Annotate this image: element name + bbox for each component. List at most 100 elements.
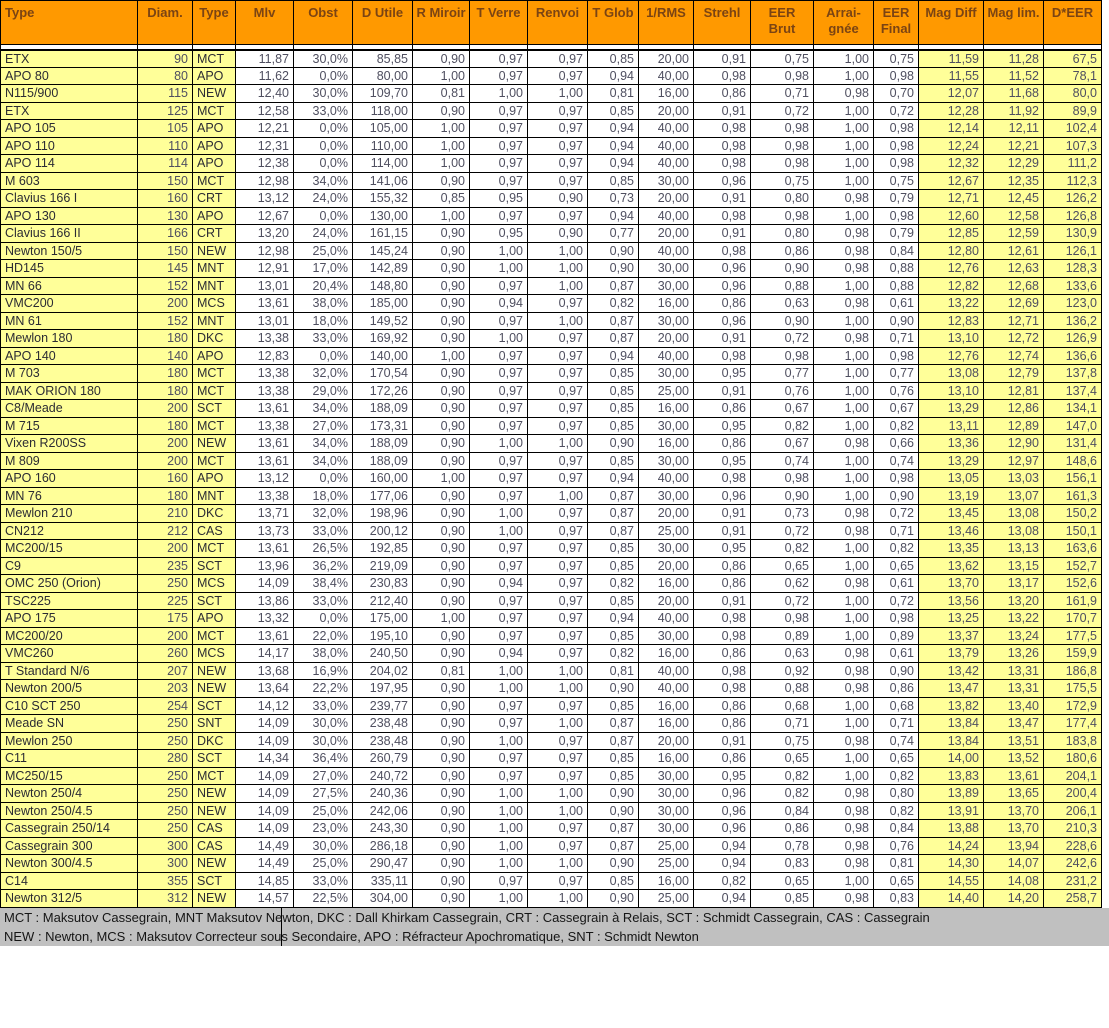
cell-type-code[interactable]: APO xyxy=(192,154,236,173)
cell-rms[interactable]: 25,00 xyxy=(638,381,694,400)
cell-type-code[interactable]: APO xyxy=(192,469,236,488)
cell-eer-final[interactable]: 0,82 xyxy=(873,539,919,558)
cell-eer-final[interactable]: 0,72 xyxy=(873,504,919,523)
cell-d-eer[interactable]: 152,7 xyxy=(1043,556,1102,575)
cell-strehl[interactable]: 0,86 xyxy=(693,556,751,575)
cell-mag-lim[interactable]: 12,97 xyxy=(983,451,1044,470)
cell-type-code[interactable]: NEW xyxy=(192,434,236,453)
cell-renvoi[interactable]: 0,97 xyxy=(527,591,588,610)
cell-t-verre[interactable]: 0,97 xyxy=(469,714,528,733)
cell-type-code[interactable]: NEW xyxy=(192,889,236,908)
cell-t-verre[interactable]: 1,00 xyxy=(469,521,528,540)
cell-type-name[interactable]: MC250/15 xyxy=(0,766,138,785)
cell-renvoi[interactable]: 1,00 xyxy=(527,486,588,505)
cell-mlv[interactable]: 13,71 xyxy=(235,504,294,523)
cell-t-glob[interactable]: 0,85 xyxy=(587,101,639,120)
cell-diam[interactable]: 250 xyxy=(137,801,193,820)
cell-eer-brut[interactable]: 0,75 xyxy=(750,171,814,190)
cell-mag-lim[interactable]: 13,65 xyxy=(983,784,1044,803)
cell-eer-final[interactable]: 0,98 xyxy=(873,66,919,85)
cell-mag-diff[interactable]: 12,07 xyxy=(918,84,984,103)
cell-mag-diff[interactable]: 13,10 xyxy=(918,381,984,400)
cell-renvoi[interactable]: 0,97 xyxy=(527,451,588,470)
cell-mag-diff[interactable]: 13,29 xyxy=(918,399,984,418)
cell-mag-lim[interactable]: 12,90 xyxy=(983,434,1044,453)
cell-t-verre[interactable]: 1,00 xyxy=(469,836,528,855)
cell-r-miroir[interactable]: 0,90 xyxy=(412,591,470,610)
cell-strehl[interactable]: 0,91 xyxy=(693,504,751,523)
cell-eer-final[interactable]: 0,98 xyxy=(873,609,919,628)
cell-d-eer[interactable]: 126,2 xyxy=(1043,189,1102,208)
cell-strehl[interactable]: 0,86 xyxy=(693,714,751,733)
cell-diam[interactable]: 90 xyxy=(137,49,193,68)
cell-mlv[interactable]: 11,62 xyxy=(235,66,294,85)
cell-mag-diff[interactable]: 13,42 xyxy=(918,661,984,680)
cell-type-code[interactable]: APO xyxy=(192,346,236,365)
cell-eer-brut[interactable]: 0,72 xyxy=(750,101,814,120)
cell-t-verre[interactable]: 1,00 xyxy=(469,259,528,278)
cell-eer-brut[interactable]: 0,85 xyxy=(750,889,814,908)
cell-rms[interactable]: 40,00 xyxy=(638,136,694,155)
cell-mag-diff[interactable]: 13,88 xyxy=(918,819,984,838)
cell-araignee[interactable]: 1,00 xyxy=(813,591,874,610)
cell-eer-final[interactable]: 0,98 xyxy=(873,346,919,365)
cell-eer-final[interactable]: 0,61 xyxy=(873,574,919,593)
cell-eer-final[interactable]: 0,74 xyxy=(873,451,919,470)
cell-mlv[interactable]: 13,86 xyxy=(235,591,294,610)
cell-type-code[interactable]: APO xyxy=(192,609,236,628)
cell-eer-brut[interactable]: 0,84 xyxy=(750,801,814,820)
cell-obst[interactable]: 30,0% xyxy=(293,49,353,68)
cell-diam[interactable]: 180 xyxy=(137,486,193,505)
header-araignee[interactable]: Arrai-gnée xyxy=(813,0,874,45)
cell-mlv[interactable]: 13,20 xyxy=(235,224,294,243)
cell-type-code[interactable]: SNT xyxy=(192,714,236,733)
cell-eer-final[interactable]: 0,74 xyxy=(873,731,919,750)
cell-obst[interactable]: 16,9% xyxy=(293,661,353,680)
cell-eer-brut[interactable]: 0,89 xyxy=(750,626,814,645)
cell-araignee[interactable]: 0,98 xyxy=(813,189,874,208)
cell-t-verre[interactable]: 0,97 xyxy=(469,49,528,68)
cell-d-utile[interactable]: 141,06 xyxy=(352,171,413,190)
cell-renvoi[interactable]: 1,00 xyxy=(527,311,588,330)
cell-diam[interactable]: 152 xyxy=(137,276,193,295)
cell-renvoi[interactable]: 1,00 xyxy=(527,679,588,698)
cell-d-utile[interactable]: 109,70 xyxy=(352,84,413,103)
cell-mag-lim[interactable]: 11,28 xyxy=(983,49,1044,68)
cell-rms[interactable]: 30,00 xyxy=(638,364,694,383)
cell-t-glob[interactable]: 0,90 xyxy=(587,434,639,453)
cell-strehl[interactable]: 0,98 xyxy=(693,136,751,155)
cell-diam[interactable]: 110 xyxy=(137,136,193,155)
cell-renvoi[interactable]: 0,97 xyxy=(527,171,588,190)
cell-eer-brut[interactable]: 0,62 xyxy=(750,574,814,593)
cell-eer-brut[interactable]: 0,80 xyxy=(750,189,814,208)
cell-t-verre[interactable]: 0,95 xyxy=(469,224,528,243)
cell-t-verre[interactable]: 0,97 xyxy=(469,766,528,785)
cell-mag-lim[interactable]: 11,92 xyxy=(983,101,1044,120)
cell-strehl[interactable]: 0,98 xyxy=(693,469,751,488)
cell-mag-diff[interactable]: 12,67 xyxy=(918,171,984,190)
cell-mag-diff[interactable]: 13,89 xyxy=(918,784,984,803)
cell-r-miroir[interactable]: 0,90 xyxy=(412,836,470,855)
cell-d-eer[interactable]: 177,5 xyxy=(1043,626,1102,645)
cell-t-verre[interactable]: 0,97 xyxy=(469,539,528,558)
cell-type-code[interactable]: DKC xyxy=(192,504,236,523)
cell-eer-brut[interactable]: 0,82 xyxy=(750,766,814,785)
cell-t-glob[interactable]: 0,85 xyxy=(587,626,639,645)
cell-d-utile[interactable]: 140,00 xyxy=(352,346,413,365)
cell-renvoi[interactable]: 0,97 xyxy=(527,101,588,120)
cell-obst[interactable]: 25,0% xyxy=(293,241,353,260)
cell-renvoi[interactable]: 0,97 xyxy=(527,696,588,715)
cell-t-verre[interactable]: 0,97 xyxy=(469,871,528,890)
cell-r-miroir[interactable]: 0,90 xyxy=(412,871,470,890)
cell-d-utile[interactable]: 170,54 xyxy=(352,364,413,383)
cell-araignee[interactable]: 0,98 xyxy=(813,434,874,453)
cell-eer-final[interactable]: 0,70 xyxy=(873,84,919,103)
cell-r-miroir[interactable]: 0,90 xyxy=(412,819,470,838)
cell-strehl[interactable]: 0,91 xyxy=(693,101,751,120)
cell-eer-brut[interactable]: 0,98 xyxy=(750,206,814,225)
cell-strehl[interactable]: 0,86 xyxy=(693,84,751,103)
cell-d-utile[interactable]: 238,48 xyxy=(352,731,413,750)
cell-eer-final[interactable]: 0,80 xyxy=(873,784,919,803)
cell-t-glob[interactable]: 0,94 xyxy=(587,154,639,173)
cell-d-utile[interactable]: 110,00 xyxy=(352,136,413,155)
